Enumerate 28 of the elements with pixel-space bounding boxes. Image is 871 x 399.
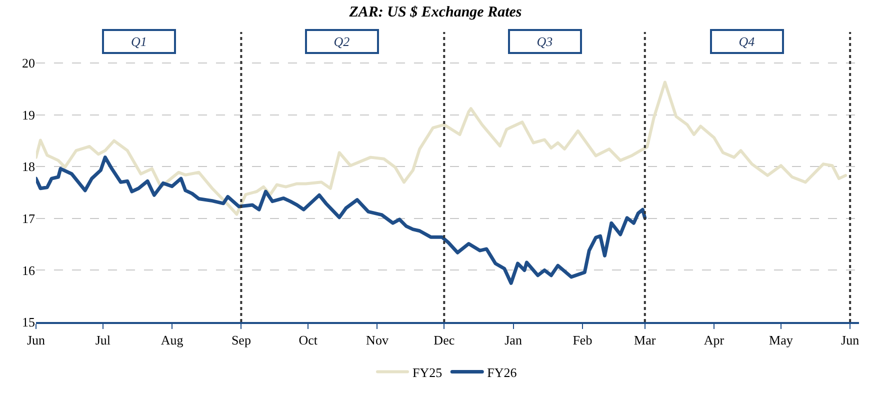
x-tick-label: Aug (160, 332, 184, 348)
annotation: Q4 (738, 34, 756, 49)
annotation: Q3 (536, 34, 554, 49)
y-tick-label: 15 (22, 314, 35, 330)
x-tick-label: Jan (504, 332, 522, 348)
y-tick-label: 16 (22, 262, 36, 278)
legend-label: FY25 (412, 364, 442, 380)
x-tick-label: Nov (366, 332, 389, 348)
x-tick-label: Oct (298, 332, 318, 348)
x-tick-label: May (769, 332, 794, 348)
x-tick-label: Dec (434, 332, 455, 348)
x-tick-label: Apr (704, 332, 725, 348)
x-tick-label: Jun (841, 332, 860, 348)
x-tick-label: Feb (572, 332, 592, 348)
annotation: Q1 (131, 34, 147, 49)
x-tick-label: Jul (95, 332, 111, 348)
x-tick-label: Sep (231, 332, 251, 348)
chart-title: ZAR: US $ Exchange Rates (348, 4, 522, 20)
annotation: Q2 (334, 34, 350, 49)
x-tick-label: Mar (634, 332, 656, 348)
y-tick-label: 17 (22, 210, 36, 226)
x-tick-label: Jun (26, 332, 46, 348)
line-series (36, 156, 647, 285)
y-tick-label: 20 (22, 56, 35, 71)
legend-label: FY26 (487, 364, 518, 380)
y-tick-label: 18 (22, 159, 35, 174)
y-tick-label: 19 (22, 107, 35, 122)
line-series (36, 80, 848, 216)
